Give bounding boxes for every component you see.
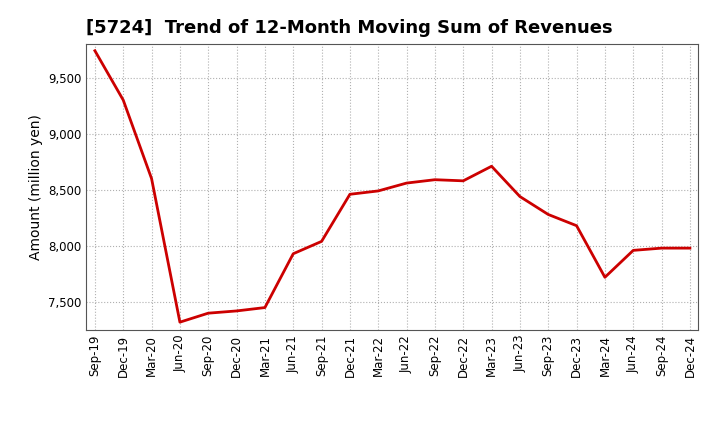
Text: [5724]  Trend of 12-Month Moving Sum of Revenues: [5724] Trend of 12-Month Moving Sum of R… [86,19,613,37]
Y-axis label: Amount (million yen): Amount (million yen) [29,114,42,260]
